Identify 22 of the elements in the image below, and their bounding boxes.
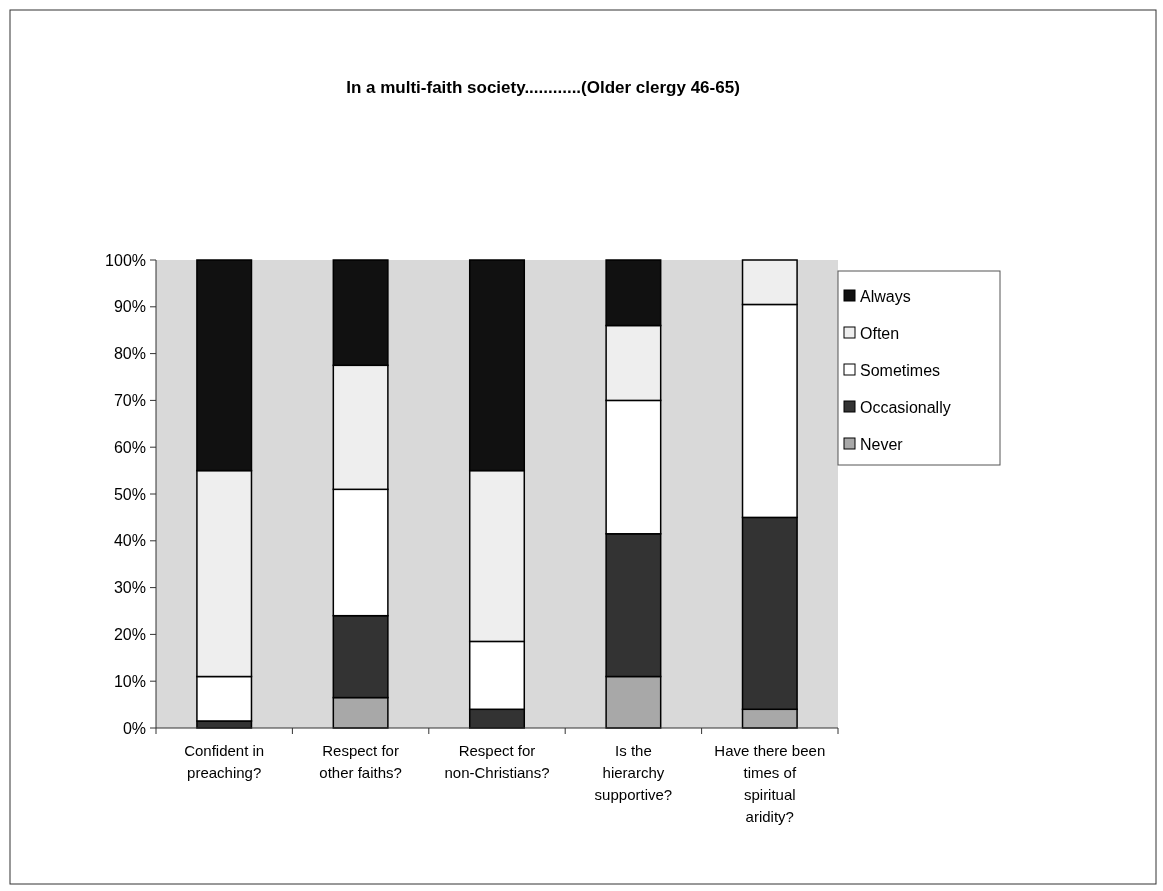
chart-title: In a multi-faith society............(Older clergy 46-65) [346,78,740,97]
y-tick-label: 70% [113,392,146,409]
y-tick-label: 100% [105,251,146,269]
legend-label: Occasionally [860,398,951,416]
y-tick-label: 80% [113,345,146,363]
x-tick-label: Respect for other faiths? [319,742,402,781]
y-tick-label: 20% [113,626,146,643]
y-tick-label: 0% [122,719,146,737]
legend-label: Often [860,324,900,342]
x-tick-label: Have there been times of spiritual aridity? [714,742,826,825]
x-tick-label: Is the hierarchy supportive? [594,742,673,803]
y-tick-label: 30% [113,579,146,597]
legend-label: Sometimes [860,361,941,379]
legend-label: Always [860,287,911,305]
y-tick-label: 90% [113,298,146,316]
y-tick-label: 40% [113,532,146,550]
legend-label: Never [860,435,904,453]
y-tick-label: 60% [113,438,146,456]
x-tick-label: Confident in preaching? [184,742,265,781]
y-tick-label: 50% [113,485,146,503]
y-tick-label: 10% [113,672,146,690]
x-tick-label: Respect for non-Christians? [444,742,550,781]
